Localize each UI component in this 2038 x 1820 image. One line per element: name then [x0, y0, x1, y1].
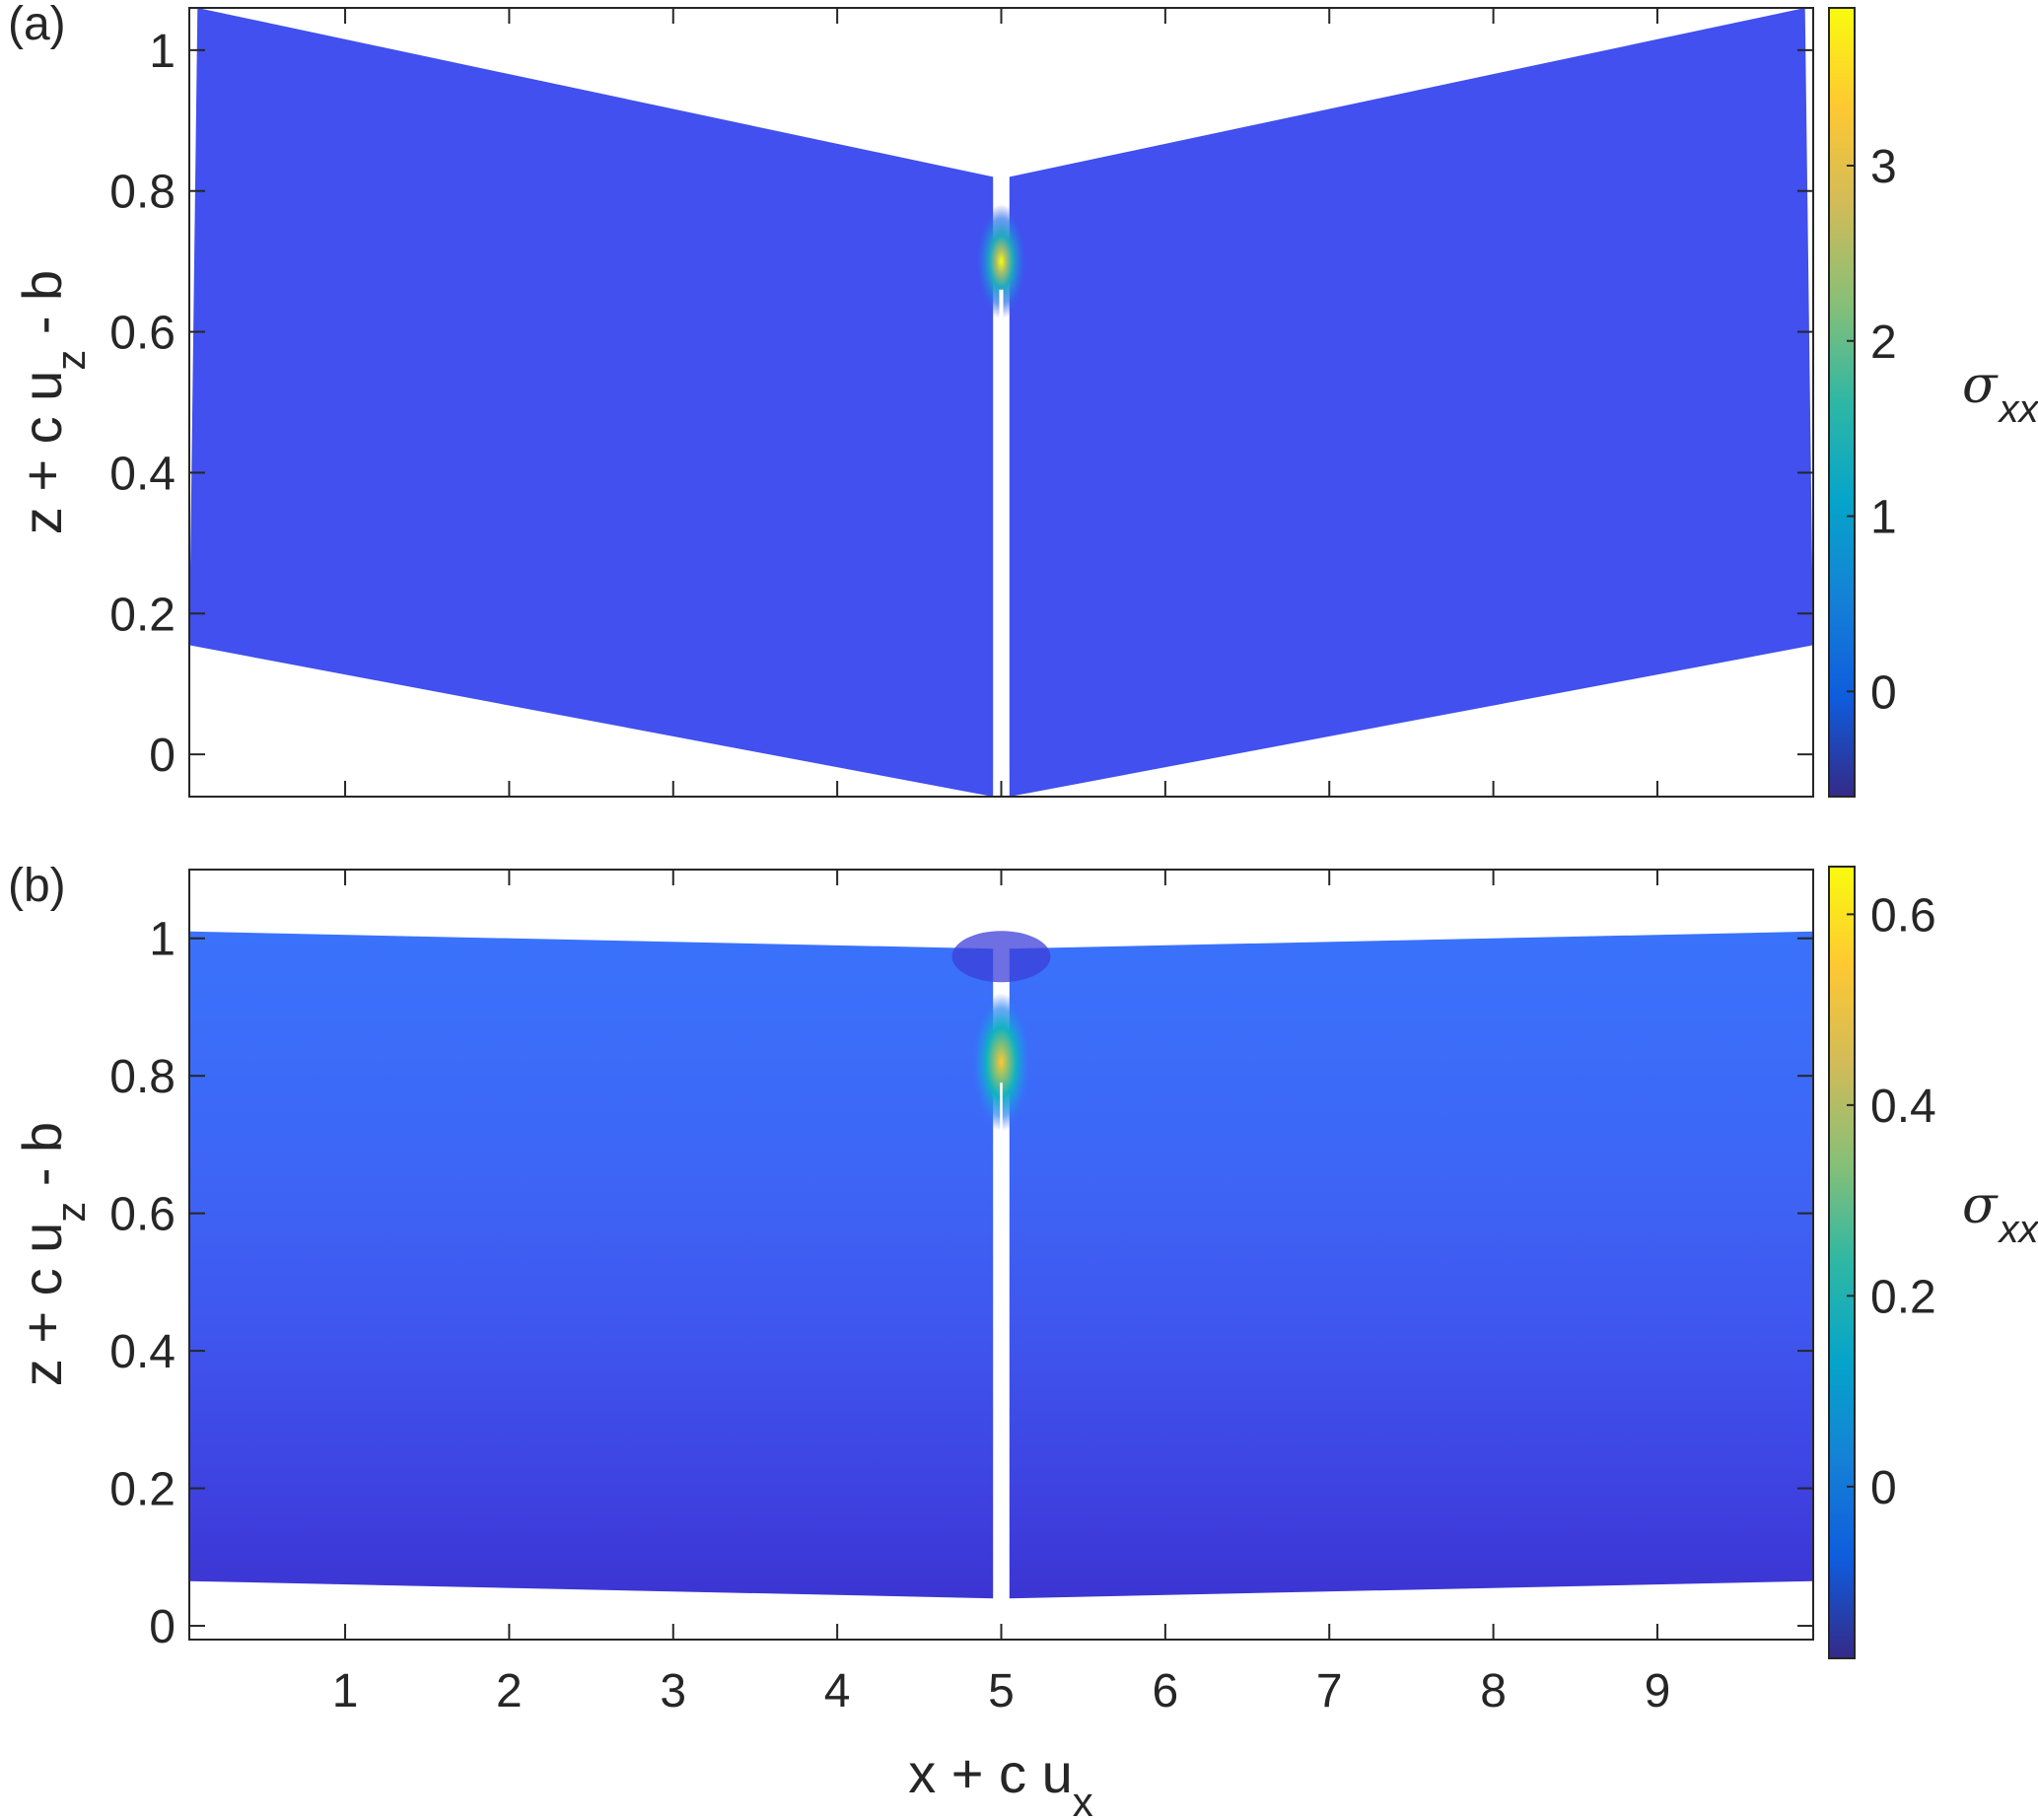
panel-b-x-tick-label: 7: [1316, 1665, 1343, 1717]
panel-b-ylabel: z + c uz - b: [11, 1122, 94, 1386]
panel-a-y-tick-label: 0: [149, 730, 176, 782]
panel-b-x-tick-label: 2: [496, 1665, 523, 1717]
panel-b-colorbar-tick-label: 0.4: [1870, 1081, 1936, 1133]
panel-b-x-tick-label: 1: [332, 1665, 359, 1717]
panel-a-y-tick-label: 0.2: [109, 589, 176, 641]
panel-a-label: (a): [8, 0, 66, 50]
panel-b-y-tick-label: 0.6: [109, 1189, 176, 1241]
panel-b-y-tick-label: 0.2: [109, 1464, 176, 1516]
panel-b-y-tick-label: 0.8: [109, 1051, 176, 1103]
panel-a-colorbar-tick-label: 3: [1870, 141, 1897, 193]
panel-a: 0 0.2 0.4 0.6 0.8 1 (a) z + c uz - b 0 1 2 3 σxx: [8, 0, 2038, 798]
panel-b-colorbar-tick-label: 0.6: [1870, 889, 1936, 942]
panel-b: 1 2 3 4 5 6 7 8 9 0 0.2 0.4 0.6 0.8 1 (b) z + c uz - b…: [8, 860, 2038, 1820]
panel-a-y-tick-label: 0.4: [109, 448, 176, 500]
panel-b-x-tick-label: 4: [824, 1665, 851, 1717]
panel-b-colorbar-label: σxx: [1962, 1176, 2038, 1251]
panel-a-y-tick-label: 0.8: [109, 167, 176, 219]
panel-b-y-tick-label: 0: [149, 1601, 176, 1653]
panel-b-stress-hotspot: [971, 993, 1031, 1132]
panel-b-x-tick-label: 9: [1645, 1665, 1671, 1717]
panel-b-y-tick-label: 0.4: [109, 1326, 176, 1378]
panel-a-colorbar-label: σxx: [1962, 356, 2038, 431]
panel-b-surface-dip: [951, 931, 1051, 983]
panel-a-colorbar-tick-label: 0: [1870, 666, 1897, 719]
panel-b-x-tick-label: 8: [1480, 1665, 1507, 1717]
panel-a-colorbar: [1828, 7, 1856, 798]
panel-b-y-tick-label: 1: [149, 914, 176, 966]
panel-a-domain-left: [189, 8, 994, 797]
panel-a-colorbar-tick-label: 2: [1870, 316, 1897, 369]
panel-a-domain-right: [1009, 8, 1813, 797]
panel-b-field: [189, 931, 1813, 1599]
panel-a-y-tick-label: 1: [149, 26, 176, 78]
panel-b-domain-right: [1009, 931, 1813, 1599]
panel-b-colorbar-tick-label: 0.2: [1870, 1271, 1936, 1323]
panel-a-colorbar-ticks: 0 1 2 3: [1847, 141, 1897, 719]
panel-a-stress-hotspot: [975, 204, 1027, 319]
panel-b-colorbar-ticks: 0 0.2 0.4 0.6: [1847, 889, 1936, 1514]
panel-b-x-tick-label: 3: [660, 1665, 686, 1717]
panel-a-ticks: 0 0.2 0.4 0.6 0.8 1: [109, 8, 1813, 797]
panel-b-ticks: 1 2 3 4 5 6 7 8 9 0 0.2 0.4 0.6 0.8 1: [109, 870, 1813, 1717]
panel-a-y-tick-label: 0.6: [109, 308, 176, 360]
panel-b-colorbar-tick-label: 0: [1870, 1462, 1897, 1514]
panel-b-xlabel: x + c ux: [908, 1742, 1093, 1820]
panel-b-colorbar: [1828, 866, 1856, 1659]
panel-b-x-tick-label: 6: [1153, 1665, 1179, 1717]
panel-a-ylabel: z + c uz - b: [11, 270, 94, 534]
panel-a-colorbar-tick-label: 1: [1870, 492, 1897, 544]
panel-b-domain-left: [189, 931, 994, 1599]
panel-a-field: [189, 8, 1813, 797]
panel-b-label: (b): [8, 860, 66, 912]
panel-b-x-tick-label: 5: [988, 1665, 1015, 1717]
